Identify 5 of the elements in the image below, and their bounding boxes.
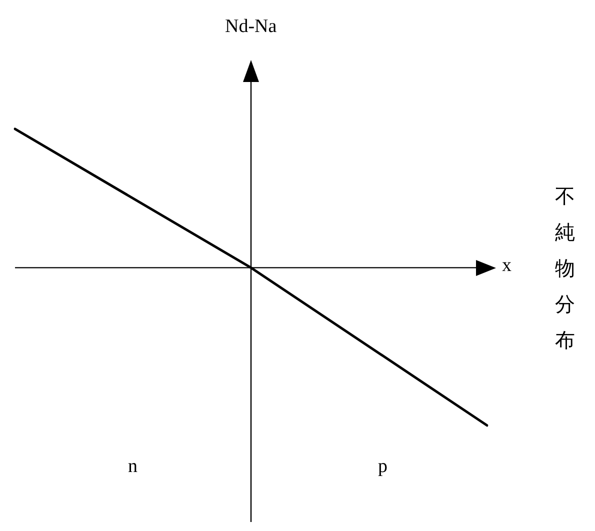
text: 不純物分布 [555,182,576,354]
y-axis-title: Nd-Na [225,16,277,38]
text: p [378,456,388,478]
x-axis-title: x [502,254,512,277]
text: n [128,456,138,478]
